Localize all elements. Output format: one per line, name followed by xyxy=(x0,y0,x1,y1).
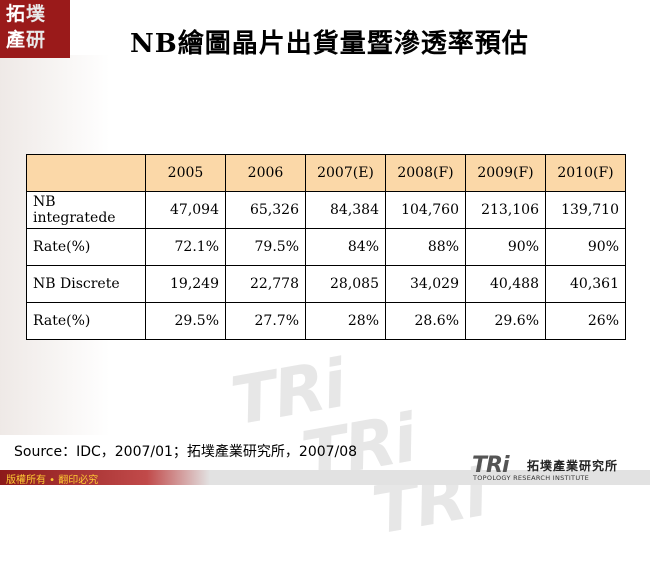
table-cell: 29.5% xyxy=(145,302,226,340)
table-cell: 104,760 xyxy=(385,191,466,229)
table-row: Rate(%) 72.1% 79.5% 84% 88% 90% 90% xyxy=(26,228,626,266)
table-cell: 29.6% xyxy=(465,302,546,340)
table-row: NB Discrete 19,249 22,778 28,085 34,029 … xyxy=(26,265,626,303)
source-note: Source：IDC，2007/01；拓墣產業研究所，2007/08 xyxy=(14,444,358,460)
row-label: Rate(%) xyxy=(26,302,146,340)
table-cell: 79.5% xyxy=(225,228,306,266)
table-cell: 72.1% xyxy=(145,228,226,266)
table-cell: 213,106 xyxy=(465,191,546,229)
data-table: 2005 2006 2007(E) 2008(F) 2009(F) 2010(F… xyxy=(26,154,626,340)
row-label: Rate(%) xyxy=(26,228,146,266)
table-header-cell: 2006 xyxy=(225,154,306,192)
table-cell: 90% xyxy=(465,228,546,266)
table-header-cell: 2008(F) xyxy=(385,154,466,192)
table-cell: 28% xyxy=(305,302,386,340)
table-header-cell: 2007(E) xyxy=(305,154,386,192)
table-row: NB integratede 47,094 65,326 84,384 104,… xyxy=(26,191,626,229)
copyright-notice: 版權所有 • 翻印必究 xyxy=(6,475,99,486)
table-header-cell: 2005 xyxy=(145,154,226,192)
page-title: NB繪圖晶片出貨量暨滲透率預估 xyxy=(130,29,529,59)
tri-logo-icon: TRi xyxy=(472,453,510,478)
table-cell: 28,085 xyxy=(305,265,386,303)
table-cell: 90% xyxy=(545,228,626,266)
table-cell: 28.6% xyxy=(385,302,466,340)
footer-accent xyxy=(0,470,210,485)
table-cell: 40,361 xyxy=(545,265,626,303)
table-cell: 84% xyxy=(305,228,386,266)
institute-name: 拓墣產業研究所 xyxy=(527,459,619,473)
institute-name-english: TOPOLOGY RESEARCH INSTITUTE xyxy=(473,474,590,482)
table-header-cell: 2009(F) xyxy=(465,154,546,192)
table-cell: 88% xyxy=(385,228,466,266)
table-cell: 139,710 xyxy=(545,191,626,229)
table-header-cell xyxy=(26,154,146,192)
table-cell: 84,384 xyxy=(305,191,386,229)
table-cell: 27.7% xyxy=(225,302,306,340)
table-cell: 40,488 xyxy=(465,265,546,303)
logo-badge: 拓墣 產研 xyxy=(0,0,70,58)
table-row: Rate(%) 29.5% 27.7% 28% 28.6% 29.6% 26% xyxy=(26,302,626,340)
table-cell: 34,029 xyxy=(385,265,466,303)
table-header-cell: 2010(F) xyxy=(545,154,626,192)
row-label: NB integratede xyxy=(26,191,146,229)
table-cell: 19,249 xyxy=(145,265,226,303)
table-cell: 26% xyxy=(545,302,626,340)
table-cell: 65,326 xyxy=(225,191,306,229)
row-label: NB Discrete xyxy=(26,265,146,303)
table-cell: 47,094 xyxy=(145,191,226,229)
table-header-row: 2005 2006 2007(E) 2008(F) 2009(F) 2010(F… xyxy=(26,154,626,192)
table-cell: 22,778 xyxy=(225,265,306,303)
